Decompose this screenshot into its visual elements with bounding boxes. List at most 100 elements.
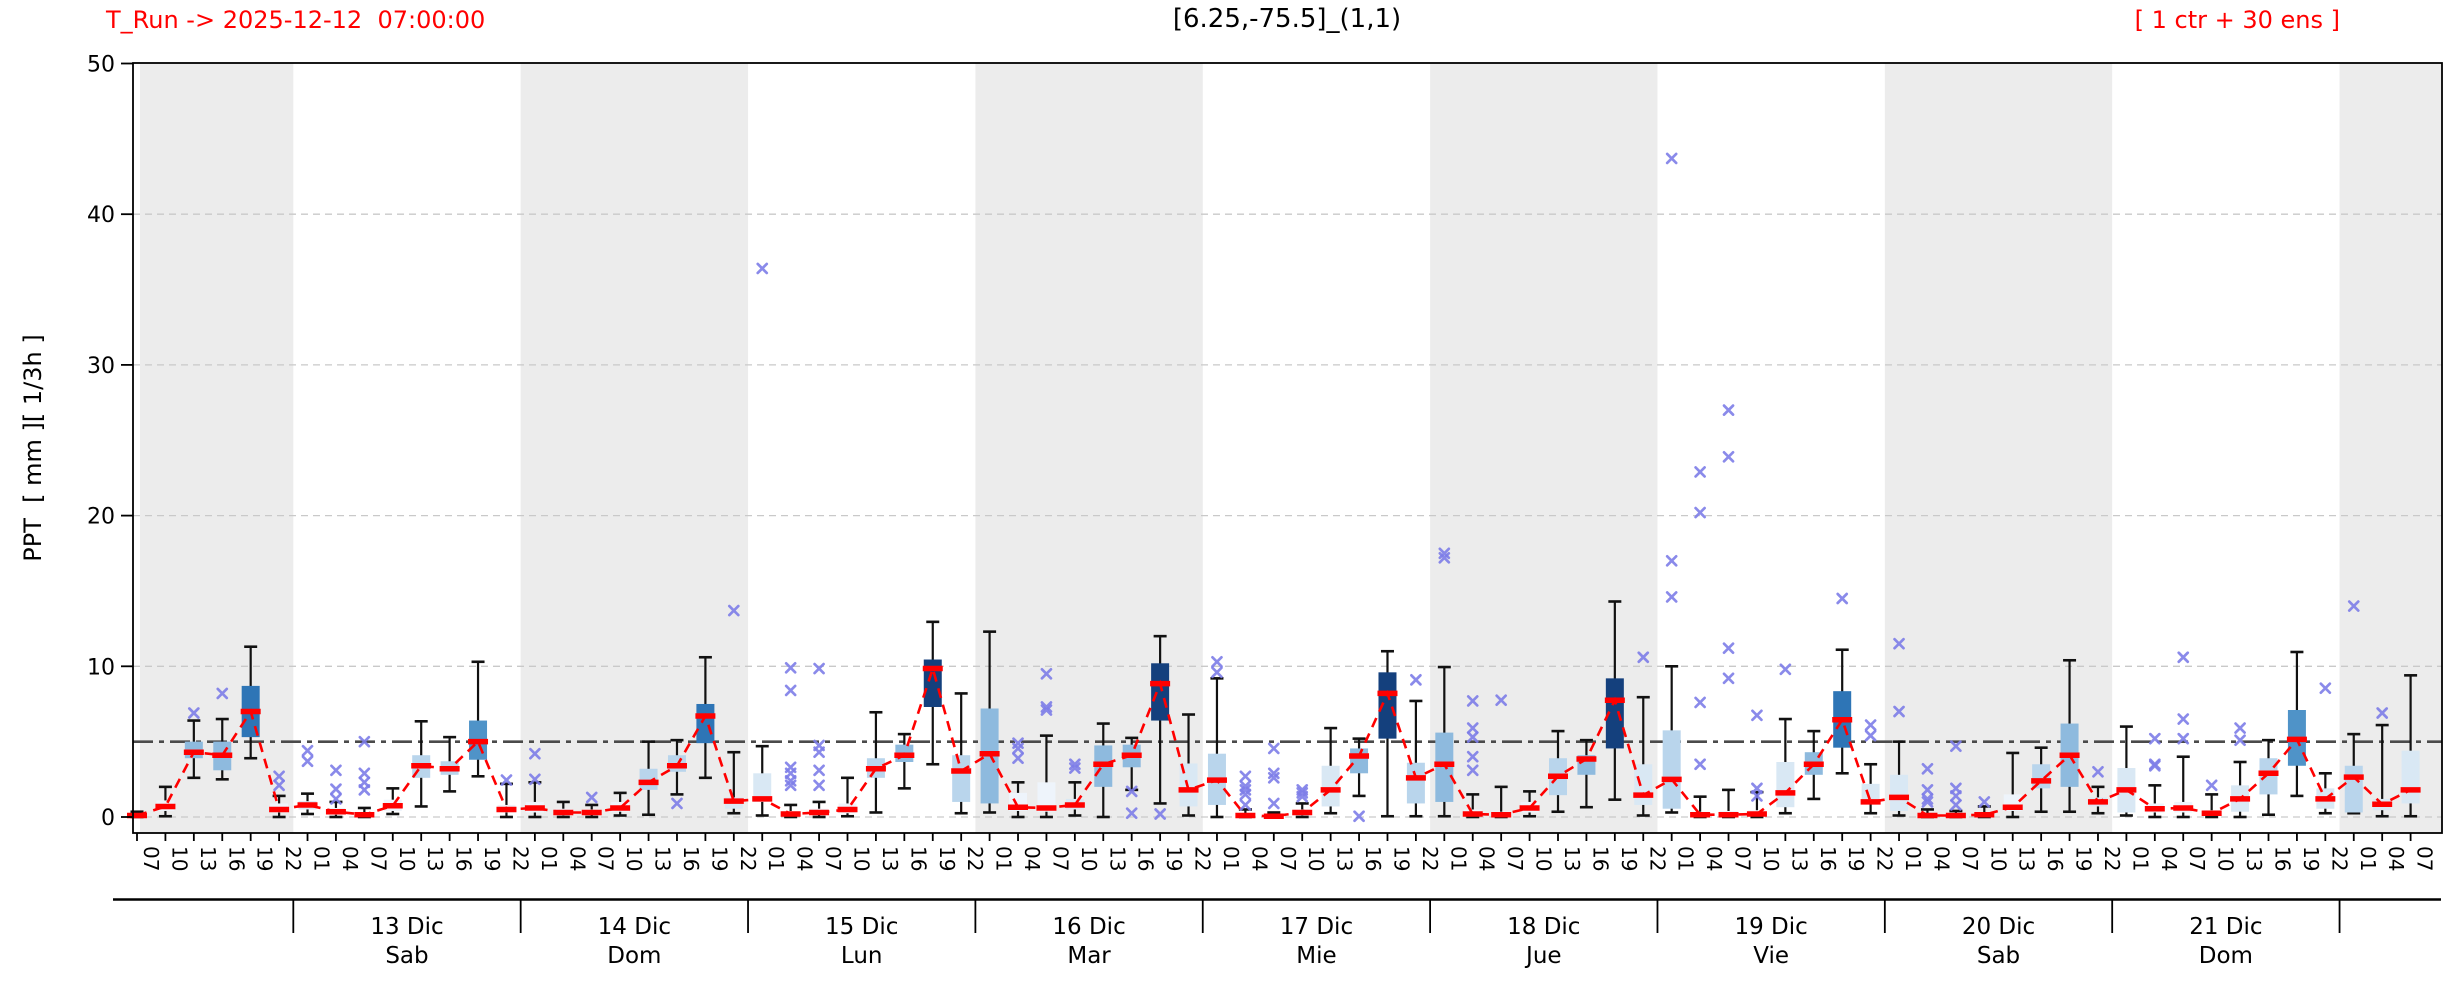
outlier-marker — [358, 784, 371, 796]
x-tick-label: 16 — [1134, 846, 1158, 871]
iqr-box — [2401, 750, 2420, 804]
iqr-box — [1776, 761, 1795, 808]
outlier-marker — [1893, 637, 1905, 650]
x-tick-label: 10 — [2214, 846, 2238, 871]
outlier-marker — [1296, 787, 1309, 799]
day-shade-band — [2339, 63, 2442, 833]
iqr-box — [1321, 765, 1340, 807]
x-tick-label: 04 — [1475, 846, 1499, 871]
y-tick-label: 50 — [87, 53, 115, 78]
x-tick-label: 07 — [366, 846, 390, 871]
outlier-marker — [585, 791, 598, 804]
x-tick-label: 01 — [1219, 846, 1243, 871]
x-tick-label: 10 — [1077, 846, 1101, 871]
x-tick-label: 13 — [2015, 846, 2039, 871]
x-tick-label: 22 — [736, 846, 760, 871]
outlier-marker — [2319, 682, 2332, 695]
outlier-marker — [1296, 790, 1309, 803]
outlier-marker — [813, 746, 825, 759]
iqr-box — [1435, 732, 1454, 802]
outlier-marker — [2177, 732, 2190, 745]
x-tick-label: 10 — [395, 846, 419, 871]
x-tick-label: 19 — [2072, 846, 2096, 871]
x-tick-label: 22 — [2100, 846, 2124, 871]
outlier-marker — [727, 604, 740, 617]
outlier-marker — [1466, 750, 1479, 763]
outlier-marker — [500, 774, 513, 786]
x-tick-label: 16 — [1588, 846, 1612, 871]
iqr-box — [1151, 663, 1170, 721]
outlier-marker — [1154, 808, 1166, 820]
x-tick-label: 19 — [707, 846, 731, 871]
outlier-marker — [529, 747, 541, 760]
x-tick-label: 04 — [565, 846, 589, 871]
day-weekday-label: Mie — [1296, 943, 1336, 969]
outlier-marker — [1978, 796, 1991, 808]
iqr-box — [753, 773, 772, 802]
x-tick-label: 13 — [1560, 846, 1584, 871]
outlier-marker — [2177, 651, 2190, 664]
x-tick-label: 13 — [423, 846, 447, 871]
outlier-marker — [1694, 696, 1706, 709]
day-weekday-label: Lun — [841, 943, 883, 969]
day-weekday-label: Sab — [1977, 943, 2020, 969]
day-label: 18 Dic — [1507, 914, 1580, 940]
outlier-marker — [301, 744, 314, 757]
x-tick-label: 19 — [1389, 846, 1413, 871]
x-tick-label: 19 — [1162, 846, 1186, 871]
x-tick-label: 07 — [2185, 846, 2209, 871]
day-weekday-label: Dom — [607, 943, 661, 969]
x-tick-label: 22 — [281, 846, 305, 871]
outlier-marker — [1239, 770, 1252, 783]
x-tick-label: 13 — [196, 846, 220, 871]
outlier-marker — [1751, 709, 1763, 722]
iqr-box — [1861, 783, 1880, 804]
outlier-marker — [1864, 719, 1877, 731]
day-weekday-label: Mar — [1067, 943, 1111, 969]
x-tick-label: 01 — [537, 846, 561, 871]
outlier-marker — [756, 262, 769, 275]
day-label: 21 Dic — [2189, 914, 2262, 940]
iqr-box — [1037, 782, 1056, 812]
outlier-marker — [529, 773, 541, 786]
x-tick-label: 22 — [1873, 846, 1897, 871]
outlier-marker — [784, 661, 797, 674]
outlier-marker — [1466, 731, 1479, 743]
outlier-marker — [1665, 554, 1678, 567]
y-tick-label: 10 — [87, 655, 115, 680]
outlier-marker — [2376, 707, 2389, 719]
x-tick-label: 10 — [1532, 846, 1556, 871]
outlier-marker — [1950, 799, 1962, 811]
outlier-marker — [1239, 799, 1252, 811]
x-tick-label: 01 — [2128, 846, 2152, 871]
x-tick-label: 19 — [253, 846, 277, 871]
day-weekday-label: Sab — [385, 943, 428, 969]
x-tick-label: 10 — [622, 846, 646, 871]
x-tick-label: 04 — [793, 846, 817, 871]
ensemble-count-label: [ 1 ctr + 30 ens ] — [2134, 6, 2340, 34]
outlier-marker — [1751, 790, 1763, 802]
outlier-marker — [358, 767, 371, 780]
outlier-marker — [330, 783, 342, 795]
outlier-marker — [2234, 734, 2246, 746]
outlier-marker — [2205, 779, 2218, 792]
x-tick-label: 01 — [310, 846, 334, 871]
outlier-marker — [1239, 780, 1252, 792]
x-tick-label: 07 — [1958, 846, 1982, 871]
outlier-marker — [784, 684, 797, 697]
day-weekday-label: Jue — [1524, 943, 1562, 969]
x-tick-label: 13 — [878, 846, 902, 871]
day-shade-band — [140, 63, 294, 833]
outlier-marker — [1694, 758, 1706, 771]
outlier-marker — [1267, 771, 1280, 784]
outlier-marker — [1040, 704, 1053, 716]
x-tick-label: 07 — [2413, 846, 2437, 871]
outlier-marker — [1466, 722, 1479, 734]
outlier-marker — [1211, 655, 1223, 668]
outlier-marker — [1921, 796, 1934, 808]
outlier-marker — [330, 764, 342, 777]
iqr-box — [696, 703, 715, 744]
x-tick-label: 10 — [850, 846, 874, 871]
y-tick-label: 40 — [87, 203, 115, 228]
